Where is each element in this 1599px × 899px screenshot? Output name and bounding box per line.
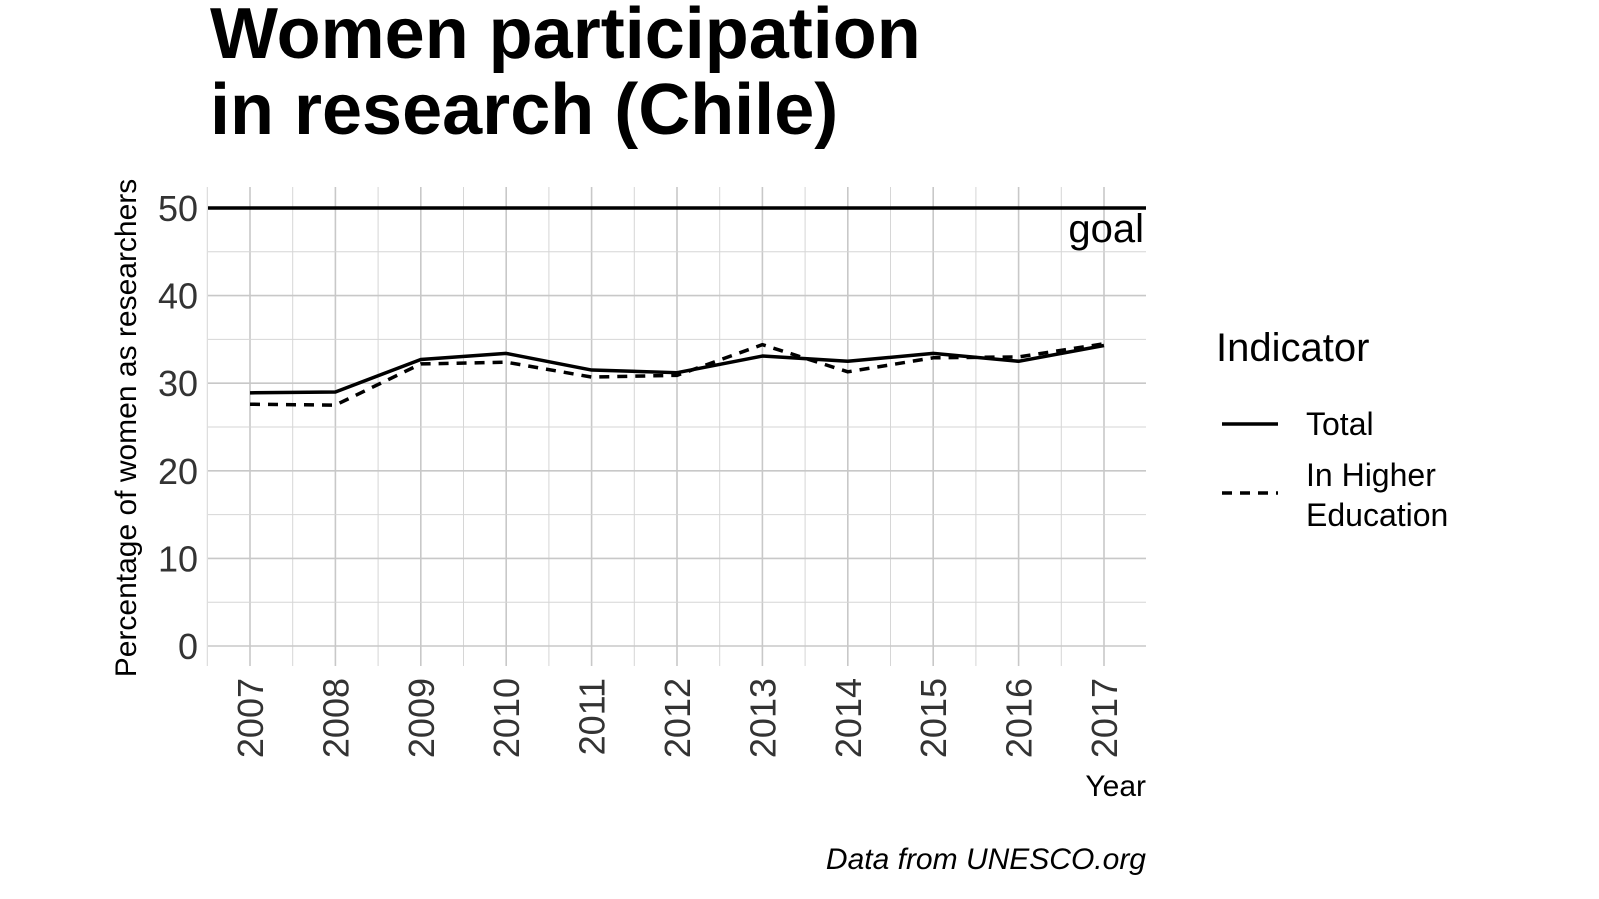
y-tick-label-50: 50 [158,188,198,229]
x-tick-label-2007: 2007 [230,678,271,758]
series-group [249,342,1105,407]
chart-title-line-1: Women participation [210,0,921,74]
y-tick-label-10: 10 [158,538,198,579]
x-tick-label-2008: 2008 [315,678,356,758]
series-line-total [249,343,1105,395]
x-tick-label-2012: 2012 [657,678,698,758]
caption: Data from UNESCO.org [826,843,1146,876]
y-tick-label-20: 20 [158,451,198,492]
x-tick-label-2016: 2016 [999,678,1040,758]
x-tick-label-2015: 2015 [913,678,954,758]
y-axis-title: Percentage of women as researchers [110,179,143,678]
x-tick-label-2013: 2013 [742,678,783,758]
x-tick-label-2011: 2011 [572,678,613,755]
y-tick-label-40: 40 [158,276,198,317]
goal-label: goal [1068,207,1144,251]
y-tick-label-30: 30 [158,363,198,404]
legend: Indicator Total In Higher Education [1216,326,1448,533]
y-tick-label-0: 0 [178,626,198,667]
legend-title: Indicator [1216,326,1369,370]
legend-label-higher-education-line-1: In Higher [1306,457,1436,493]
x-tick-label-2014: 2014 [828,678,869,758]
x-tick-label-2017: 2017 [1084,678,1125,758]
x-tick-label-2010: 2010 [486,678,527,758]
x-axis-title: Year [1085,770,1146,803]
chart-title-line-2: in research (Chile) [210,70,838,150]
x-tick-labels: 2007 2008 2009 2010 2011 2012 2013 2014 2015 2016… [230,678,1125,758]
series-line-higher-education [249,342,1105,407]
x-tick-label-2009: 2009 [401,678,442,758]
grid [206,187,1146,666]
legend-label-higher-education-line-2: Education [1306,497,1448,533]
y-tick-labels: 0 10 20 30 40 50 [158,188,198,667]
legend-label-total: Total [1306,406,1374,442]
